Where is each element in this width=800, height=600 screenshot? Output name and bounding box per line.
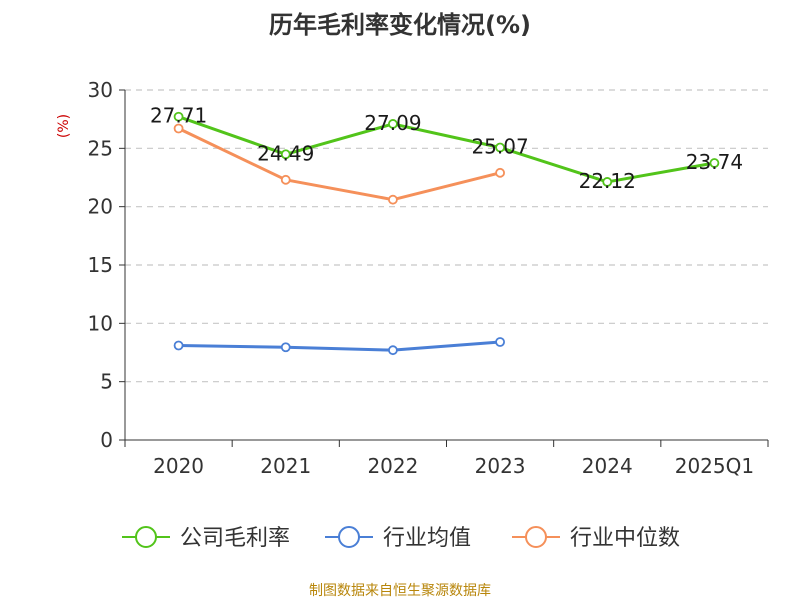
x-tick-label: 2022: [367, 454, 418, 478]
y-tick-label: 10: [88, 311, 113, 335]
legend: 公司毛利率 行业均值 行业中位数: [122, 526, 680, 551]
y-tick-label: 0: [100, 428, 113, 452]
legend-marker: [338, 526, 360, 548]
legend-label: 行业均值: [383, 526, 471, 551]
source-note: 制图数据来自恒生聚源数据库: [309, 583, 491, 599]
x-tick-label: 2025Q1: [675, 454, 754, 478]
data-point: [388, 194, 398, 205]
y-tick-label: 5: [100, 370, 113, 394]
series-line: [178, 340, 501, 352]
x-tick-label: 2024: [582, 454, 633, 478]
data-label: 25.07: [471, 135, 528, 159]
x-tick-label: 2023: [475, 454, 526, 478]
data-point: [280, 174, 291, 185]
data-point: [495, 337, 505, 347]
series-lines: [173, 111, 720, 356]
grid-lines: [125, 89, 768, 383]
legend-marker: [135, 526, 157, 548]
data-point: [602, 177, 613, 187]
data-point: [388, 119, 398, 129]
series-line: [178, 115, 715, 184]
y-tick-label: 20: [88, 195, 113, 219]
data-labels: 27.71 24.49 27.09 25.07 22.12 23.74: [150, 104, 743, 193]
data-point: [709, 158, 720, 168]
data-point: [173, 111, 184, 122]
legend-marker: [525, 526, 547, 548]
data-label: 27.09: [364, 111, 421, 135]
y-axis-unit-label: (%): [56, 114, 72, 138]
series-line: [177, 127, 501, 202]
y-tick-label: 30: [88, 78, 113, 102]
data-point: [388, 345, 398, 356]
data-point: [495, 142, 505, 153]
y-tick-label: 15: [88, 253, 113, 277]
data-point: [495, 167, 505, 178]
data-point: [280, 342, 291, 353]
x-tick-label: 2021: [260, 454, 311, 478]
data-label: 24.49: [257, 141, 314, 165]
data-point: [280, 149, 291, 160]
y-tick-label: 25: [88, 136, 113, 160]
data-label: 22.12: [579, 169, 636, 193]
data-label: 27.71: [150, 104, 207, 128]
data-point: [173, 340, 184, 351]
axes: 0 5 10 15 20 25 30 2020 2021 2022 2023 2024 2025Q1: [88, 78, 769, 478]
legend-label: 公司毛利率: [180, 526, 290, 551]
data-point: [173, 123, 184, 134]
data-label: 23.74: [686, 150, 743, 174]
x-tick-label: 2020: [153, 454, 204, 478]
chart-title: 历年毛利率变化情况(%): [269, 11, 531, 39]
legend-label: 行业中位数: [570, 526, 680, 551]
